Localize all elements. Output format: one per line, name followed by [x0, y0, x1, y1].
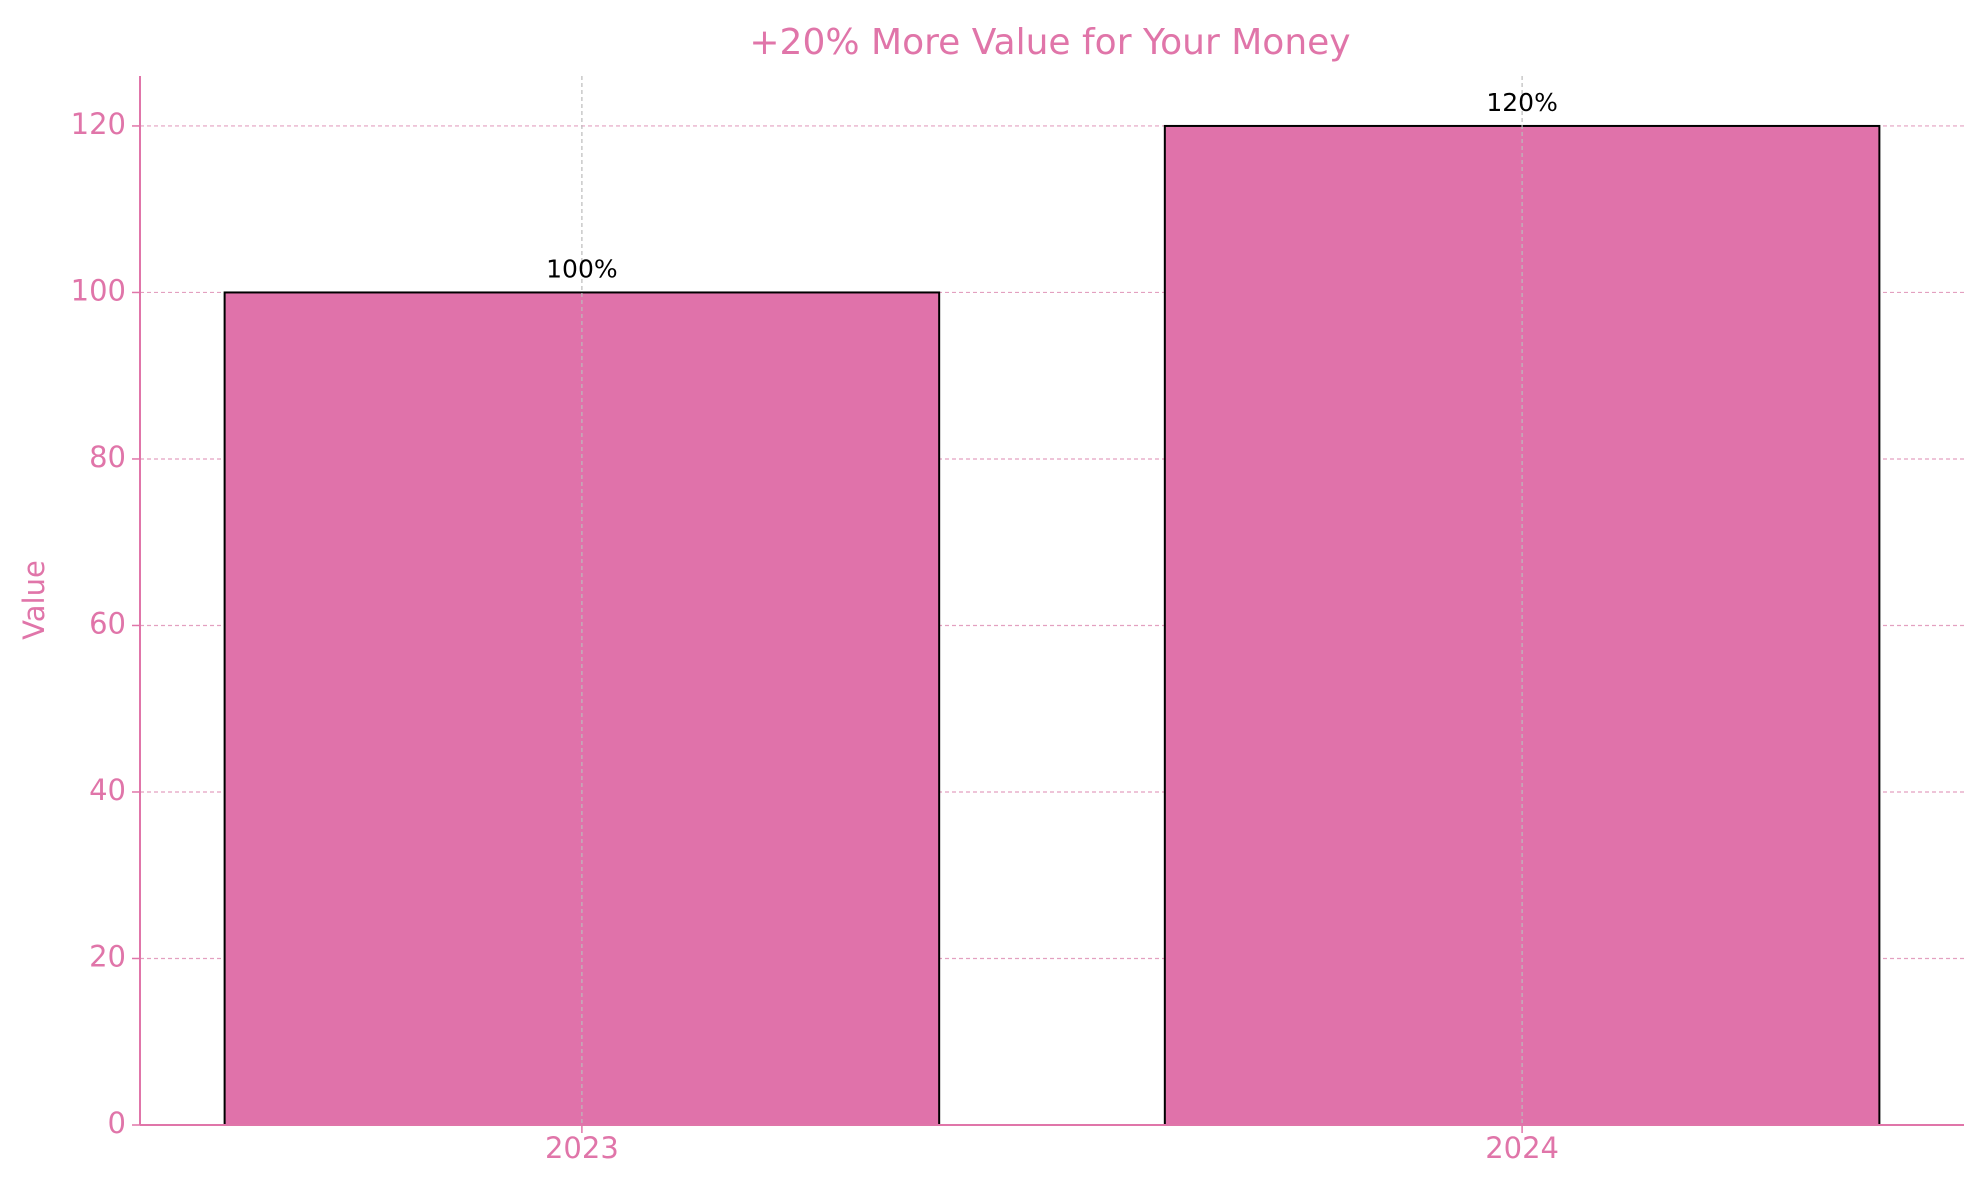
y-tick-label: 100: [71, 273, 126, 307]
y-tick-label: 40: [89, 773, 126, 807]
y-tick-label: 120: [71, 107, 126, 141]
value-label: 100%: [546, 254, 617, 283]
value-label: 120%: [1486, 88, 1557, 117]
y-tick-label: 0: [108, 1106, 126, 1140]
y-axis-label: Value: [17, 560, 51, 640]
x-tick-label: 2024: [1485, 1131, 1559, 1165]
chart-title: +20% More Value for Your Money: [749, 22, 1350, 63]
y-tick-label: 80: [89, 440, 126, 474]
x-tick-label: 2023: [545, 1131, 619, 1165]
y-tick-label: 60: [89, 606, 126, 640]
y-tick-label: 20: [89, 939, 126, 973]
